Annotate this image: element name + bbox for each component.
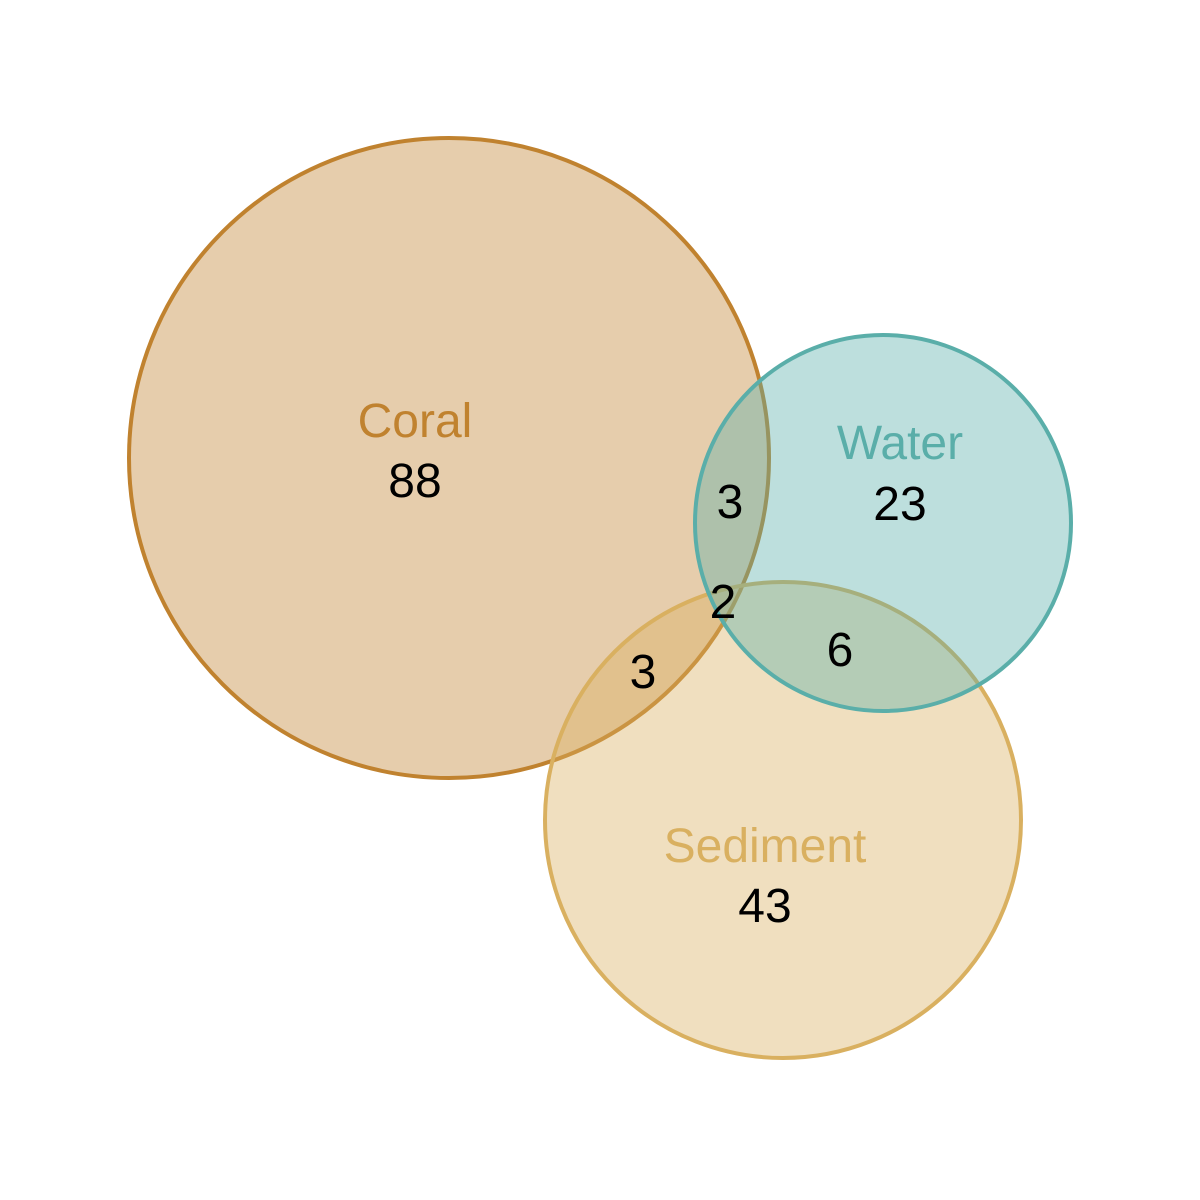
coral-sediment-count: 3 [630,646,657,699]
water-only-count: 23 [873,478,926,531]
sediment-label: Sediment [664,820,867,873]
water-circle [693,333,1073,713]
water-label: Water [837,417,963,470]
coral-circle [127,136,771,780]
sediment-only-count: 43 [738,880,791,933]
coral-water-sediment-count: 2 [710,576,737,629]
coral-water-count: 3 [717,476,744,529]
coral-label: Coral [358,395,473,448]
coral-only-count: 88 [388,455,441,508]
sediment-circle [543,580,1023,1060]
water-sediment-count: 6 [827,624,854,677]
